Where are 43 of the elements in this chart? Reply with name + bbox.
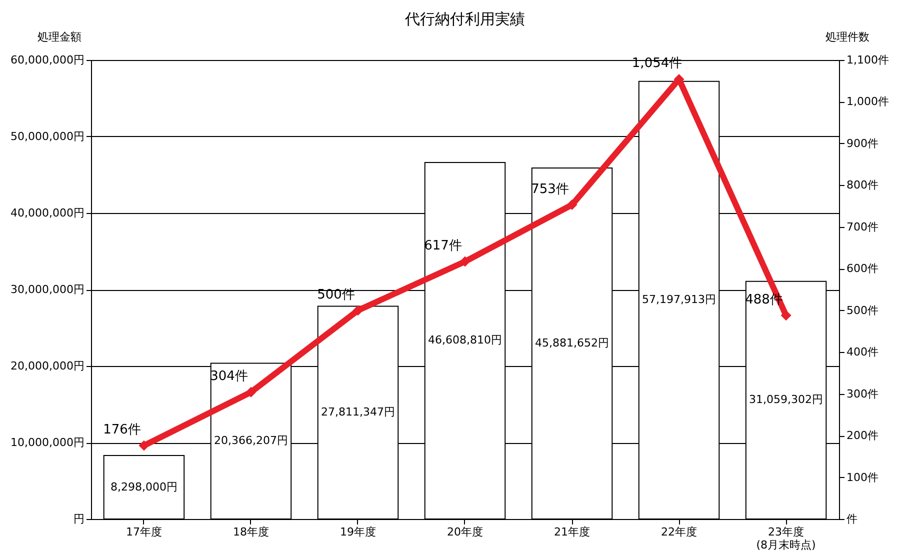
point <box>566 200 578 210</box>
data-label: 20,366,207円 <box>214 434 288 448</box>
y2-tick-label: 100件 <box>846 470 878 484</box>
x-tick-label: 23年度 (8月末時点) <box>756 526 816 552</box>
data-label: 45,881,652円 <box>535 336 609 350</box>
y2-tick-label: 500件 <box>846 304 878 317</box>
y-tick-label: 円 <box>74 512 84 526</box>
y2-tick-label: 300件 <box>846 387 878 400</box>
y2-tick-label: 1,000件 <box>846 95 889 108</box>
point <box>460 256 470 267</box>
point <box>352 305 364 316</box>
y2-tick-label: 800件 <box>846 178 878 192</box>
y-tick-label: 60,000,000円 <box>10 54 84 66</box>
y-tick-label: 20,000,000円 <box>10 360 84 372</box>
y-tick-label: 30,000,000円 <box>10 283 84 296</box>
y2-tick-label: 700件 <box>846 220 878 234</box>
y-axis-title: 処理金額 <box>38 30 82 44</box>
chart-title: 代行納付利用実績 <box>404 10 525 28</box>
point <box>138 440 150 451</box>
y2-tick-label: 400件 <box>846 346 878 359</box>
y-tick-label: 10,000,000円 <box>10 436 84 449</box>
x-tick-label: 18年度 <box>232 526 269 538</box>
y2-tick-label: 200件 <box>846 429 878 442</box>
data-label: 46,608,810円 <box>428 334 502 347</box>
x-tick-label: 19年度 <box>340 526 376 538</box>
point <box>246 386 256 398</box>
y-tick-label: 40,000,000円 <box>10 206 84 220</box>
point <box>780 310 792 321</box>
y2-tick-label: 1,100件 <box>846 54 889 66</box>
data-label: 176件 <box>103 422 141 438</box>
data-label: 31,059,302円 <box>749 393 824 406</box>
y-tick-label: 50,000,000円 <box>10 130 84 143</box>
y2-axis-title: 処理件数 <box>826 30 870 44</box>
x-tick-label: 20年度 <box>447 526 483 538</box>
data-label: 57,197,913円 <box>642 293 716 306</box>
data-label: 27,811,347円 <box>321 406 395 419</box>
x-tick-label: 21年度 <box>554 526 590 538</box>
x-tick-label: 22年度 <box>661 526 698 538</box>
y2-tick-label: 900件 <box>846 136 878 150</box>
data-label: 8,298,000円 <box>110 480 178 494</box>
y2-tick-label: 600件 <box>846 262 878 276</box>
y2-tick-label: 件 <box>846 512 858 526</box>
x-tick-label: 17年度 <box>126 526 162 538</box>
